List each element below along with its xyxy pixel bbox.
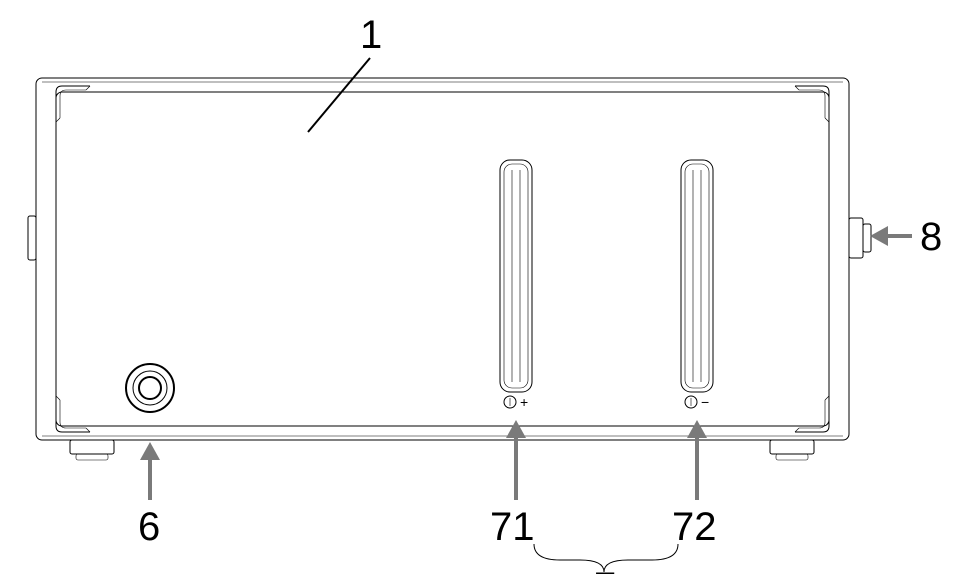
corner-bracket-tr [795, 86, 829, 122]
callout-71-arrow [506, 420, 526, 500]
corner-bracket-tl [56, 86, 90, 122]
slot-positive-symbol: + [520, 394, 528, 410]
corner-bracket-bl [56, 396, 90, 432]
foot-left [70, 440, 114, 460]
figure-canvas: + − 1 6 71 72 7 8 [0, 0, 956, 574]
callout-71-label: 71 [490, 505, 535, 549]
vertical-slot-negative: − [681, 160, 713, 410]
vertical-slot-positive: + [500, 160, 532, 410]
callout-6-arrow [140, 442, 160, 500]
side-tab-left [28, 216, 36, 260]
callout-1-label: 1 [360, 13, 382, 57]
foot-right [770, 440, 814, 460]
feet [70, 440, 814, 460]
callout-8-label: 8 [920, 215, 942, 259]
side-connector-right [849, 218, 871, 258]
callout-8-arrow [870, 226, 912, 246]
enclosure-body [36, 78, 849, 440]
callout-7-label: 7 [594, 565, 616, 574]
circular-port [126, 364, 174, 412]
callout-72-arrow [687, 420, 707, 500]
callout-1-leader [308, 58, 370, 132]
callout-72-label: 72 [672, 505, 717, 549]
corner-bracket-br [795, 396, 829, 432]
slot-negative-symbol: − [701, 394, 709, 410]
callout-6-label: 6 [138, 505, 160, 549]
